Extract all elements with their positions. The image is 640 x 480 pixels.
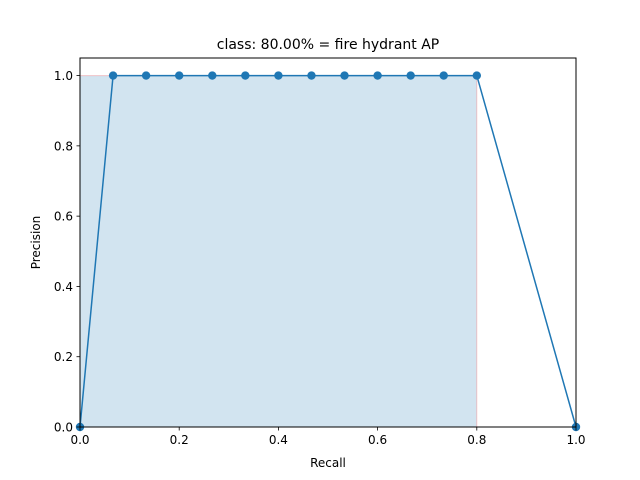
- x-axis-label: Recall: [310, 456, 346, 470]
- x-axis-ticks: 0.0 0.2 0.4 0.6 0.8 1.0: [70, 427, 586, 447]
- x-tick-label: 0.0: [70, 433, 89, 447]
- data-point: [274, 71, 283, 80]
- y-tick-label: 0.8: [54, 139, 73, 153]
- data-point: [340, 71, 349, 80]
- data-point: [406, 71, 415, 80]
- data-point: [472, 71, 481, 80]
- x-tick-label: 1.0: [566, 433, 585, 447]
- x-tick-label: 0.2: [170, 433, 189, 447]
- chart-title: class: 80.00% = fire hydrant AP: [217, 37, 439, 53]
- y-tick-label: 1.0: [54, 69, 73, 83]
- line-layer: [79, 74, 577, 428]
- y-tick-label: 0.6: [54, 210, 73, 224]
- x-tick-label: 0.6: [368, 433, 387, 447]
- ap-area: [79, 75, 478, 428]
- y-tick-label: 0.2: [54, 350, 73, 364]
- x-tick-label: 0.4: [269, 433, 288, 447]
- data-point: [108, 71, 118, 80]
- series-line: [79, 74, 577, 428]
- y-tick-label: 0.4: [54, 280, 73, 294]
- data-point: [439, 71, 448, 80]
- data-point: [373, 71, 382, 80]
- x-tick-label: 0.8: [467, 433, 486, 447]
- data-point: [307, 71, 316, 80]
- y-tick-label: 0.0: [54, 421, 73, 435]
- data-point: [241, 71, 250, 80]
- plot-frame: [79, 57, 577, 428]
- data-point: [208, 71, 217, 80]
- data-point: [141, 71, 151, 80]
- marker-layer: [75, 71, 581, 432]
- area-layer: [79, 75, 478, 428]
- y-axis-label: Precision: [29, 216, 43, 270]
- data-point: [175, 71, 184, 80]
- y-axis-ticks: 0.0 0.2 0.4 0.6 0.8 1.0: [54, 69, 80, 435]
